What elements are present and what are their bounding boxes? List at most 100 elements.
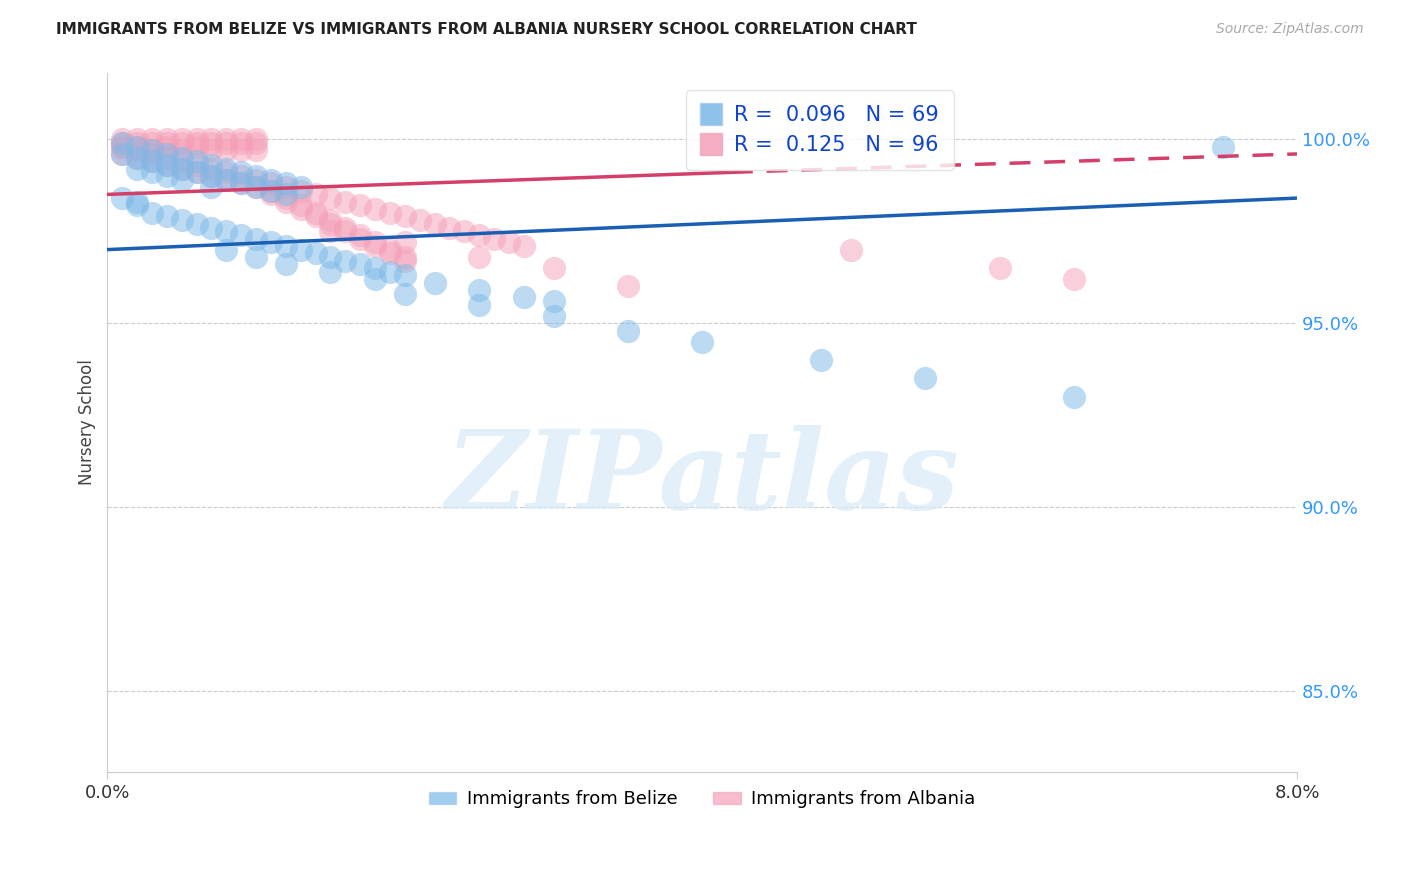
Point [260, 172, 283, 186]
Point [231, 177, 253, 191]
Point [274, 187, 297, 202]
Point [319, 250, 342, 264]
Point [245, 172, 267, 186]
Point [215, 165, 238, 179]
Point [408, 213, 430, 227]
Point [364, 202, 387, 216]
Point [127, 194, 149, 209]
Point [215, 172, 238, 186]
Point [290, 243, 312, 257]
Point [290, 198, 312, 212]
Point [111, 147, 134, 161]
Point [378, 206, 401, 220]
Point [543, 309, 565, 323]
Point [349, 198, 371, 212]
Point [156, 139, 179, 153]
Point [170, 136, 193, 150]
Point [274, 194, 297, 209]
Point [141, 147, 163, 161]
Point [170, 213, 193, 227]
Point [186, 132, 208, 146]
Point [127, 136, 149, 150]
Point [186, 158, 208, 172]
Point [260, 187, 283, 202]
Point [482, 231, 505, 245]
Point [260, 235, 283, 250]
Point [394, 250, 416, 264]
Text: Source: ZipAtlas.com: Source: ZipAtlas.com [1216, 22, 1364, 37]
Point [245, 136, 267, 150]
Point [245, 169, 267, 183]
Point [170, 132, 193, 146]
Point [274, 180, 297, 194]
Point [349, 257, 371, 271]
Point [127, 143, 149, 157]
Point [200, 180, 222, 194]
Point [215, 136, 238, 150]
Point [200, 136, 222, 150]
Point [170, 143, 193, 157]
Point [156, 147, 179, 161]
Point [231, 132, 253, 146]
Point [156, 132, 179, 146]
Point [200, 132, 222, 146]
Point [141, 154, 163, 169]
Point [617, 324, 640, 338]
Point [319, 213, 342, 227]
Point [260, 177, 283, 191]
Point [304, 206, 326, 220]
Point [498, 235, 520, 250]
Point [274, 239, 297, 253]
Point [200, 169, 222, 183]
Point [260, 184, 283, 198]
Point [111, 132, 134, 146]
Point [1063, 390, 1085, 404]
Point [127, 198, 149, 212]
Point [215, 172, 238, 186]
Point [335, 220, 357, 235]
Point [423, 217, 446, 231]
Point [394, 210, 416, 224]
Point [304, 210, 326, 224]
Point [231, 165, 253, 179]
Point [231, 227, 253, 242]
Y-axis label: Nursery School: Nursery School [79, 359, 96, 485]
Point [127, 139, 149, 153]
Point [290, 184, 312, 198]
Point [141, 132, 163, 146]
Point [468, 227, 491, 242]
Point [170, 161, 193, 176]
Point [304, 246, 326, 260]
Point [231, 136, 253, 150]
Point [200, 169, 222, 183]
Point [304, 187, 326, 202]
Point [141, 154, 163, 169]
Point [394, 235, 416, 250]
Point [274, 177, 297, 191]
Point [156, 151, 179, 165]
Point [200, 220, 222, 235]
Point [231, 143, 253, 157]
Point [290, 202, 312, 216]
Point [186, 139, 208, 153]
Point [335, 224, 357, 238]
Point [111, 139, 134, 153]
Point [378, 246, 401, 260]
Point [111, 147, 134, 161]
Point [141, 143, 163, 157]
Point [215, 161, 238, 176]
Point [1212, 139, 1234, 153]
Point [260, 184, 283, 198]
Point [127, 161, 149, 176]
Legend: Immigrants from Belize, Immigrants from Albania: Immigrants from Belize, Immigrants from … [422, 783, 983, 815]
Point [215, 143, 238, 157]
Point [156, 158, 179, 172]
Point [988, 260, 1011, 275]
Point [111, 139, 134, 153]
Point [453, 224, 475, 238]
Point [215, 132, 238, 146]
Point [200, 143, 222, 157]
Point [468, 250, 491, 264]
Point [349, 227, 371, 242]
Point [245, 143, 267, 157]
